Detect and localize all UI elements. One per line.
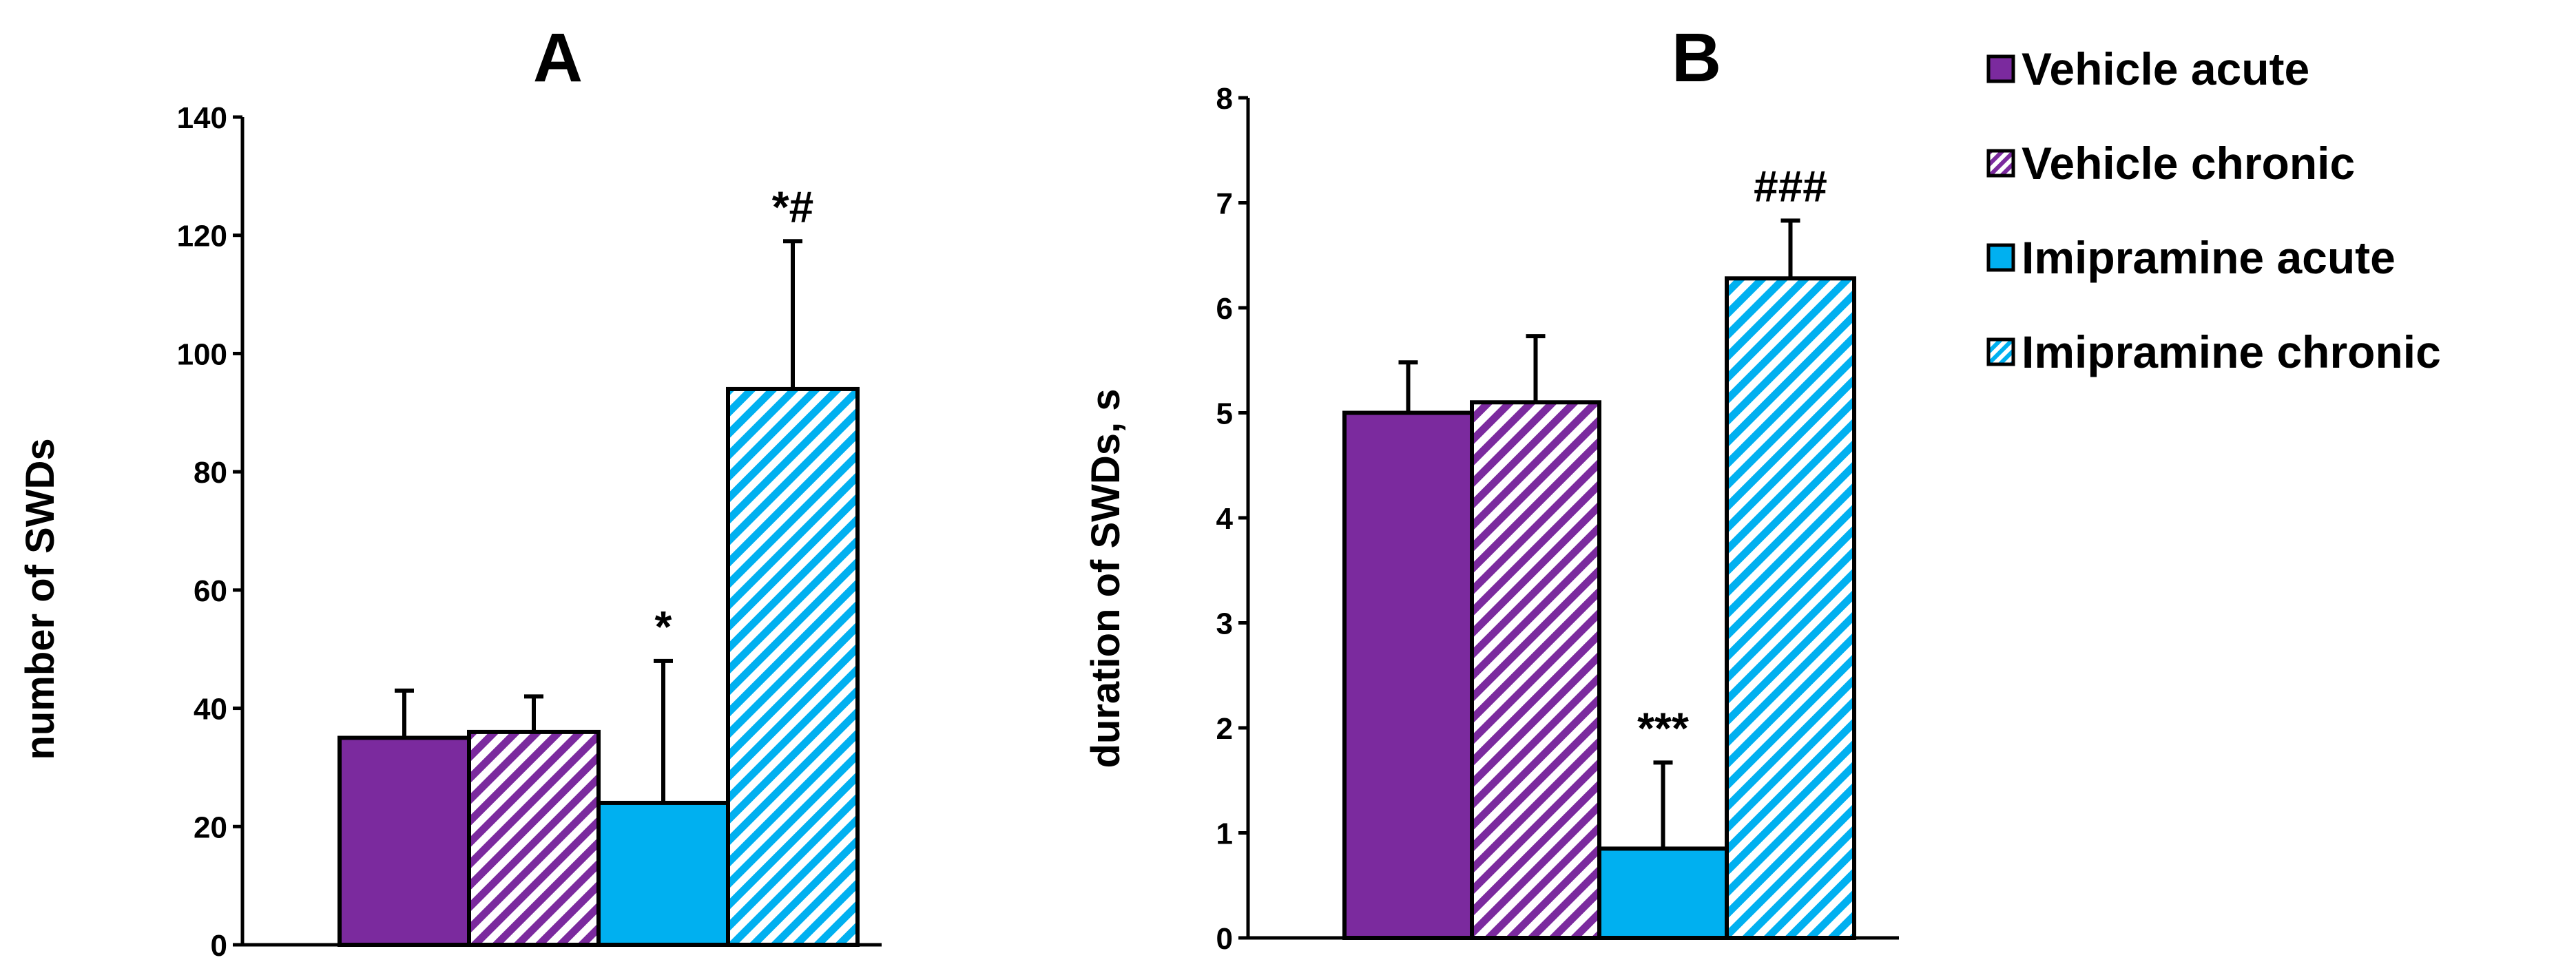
chart-panel-b: B duration of SWDs, s 0 1 2 3 4 5 6 7 8 *** ### (1083, 19, 1899, 956)
legend-item: Imipramine acute (1986, 232, 2396, 283)
y-tick-label: 80 (194, 456, 227, 490)
legend-label: Imipramine chronic (2022, 326, 2441, 377)
bar-vehicle-chronic (1470, 400, 1601, 940)
legend-label: Vehicle acute (2022, 43, 2309, 94)
bar-vehicle-acute (337, 735, 471, 947)
panel-b-y-axis-label: duration of SWDs, s (1083, 389, 1128, 768)
panel-a-bars: * *# (337, 182, 860, 948)
bar-imipramine-acute (596, 800, 730, 948)
panel-b-bars: *** ### (1342, 161, 1856, 940)
bar-imipramine-chronic (1725, 276, 1856, 940)
y-tick-label: 6 (1216, 292, 1233, 326)
y-tick-label: 60 (194, 574, 227, 608)
y-tick-label: 0 (211, 929, 227, 962)
y-tick-label: 120 (177, 220, 227, 253)
panel-b-title: B (1672, 19, 1721, 96)
legend-item: Vehicle acute (1986, 43, 2309, 94)
legend-swatch-vehicle-acute (1986, 54, 2015, 83)
bar-imipramine-chronic (726, 386, 860, 947)
significance-marker: *# (772, 182, 814, 231)
legend-label: Vehicle chronic (2022, 138, 2355, 189)
legend-swatch-imipramine-acute (1986, 243, 2015, 272)
y-tick-label: 0 (1216, 922, 1233, 956)
bar-imipramine-acute (1597, 846, 1729, 940)
bar-vehicle-acute (1342, 410, 1474, 940)
legend: Vehicle acute Vehicle chronic Imipramine… (1986, 43, 2441, 377)
panel-a-axes: 0 20 40 60 80 100 120 140 (177, 101, 882, 962)
y-tick-label: 100 (177, 337, 227, 371)
legend-label: Imipramine acute (2022, 232, 2396, 283)
panel-a-y-axis-label: number of SWDs (18, 438, 63, 760)
significance-marker: * (655, 602, 672, 651)
y-tick-label: 20 (194, 811, 227, 844)
panel-a-title: A (533, 19, 583, 96)
y-tick-label: 7 (1216, 187, 1233, 221)
legend-swatch-imipramine-chronic (1986, 337, 2015, 366)
legend-item: Vehicle chronic (1986, 138, 2355, 189)
y-tick-label: 40 (194, 693, 227, 726)
y-tick-label: 140 (177, 101, 227, 135)
significance-marker: ### (1754, 161, 1827, 211)
chart-panel-a: A number of SWDs 0 20 40 60 80 100 120 140 * *# (18, 19, 882, 962)
bar-vehicle-chronic (467, 729, 601, 948)
y-tick-label: 8 (1216, 82, 1233, 116)
y-tick-label: 1 (1216, 817, 1233, 851)
y-tick-label: 4 (1216, 502, 1234, 536)
legend-swatch-vehicle-chronic (1986, 149, 2015, 178)
y-tick-label: 5 (1216, 397, 1233, 431)
y-tick-label: 3 (1216, 607, 1233, 641)
significance-marker: *** (1637, 703, 1689, 753)
legend-item: Imipramine chronic (1986, 326, 2441, 377)
y-tick-label: 2 (1216, 712, 1233, 746)
